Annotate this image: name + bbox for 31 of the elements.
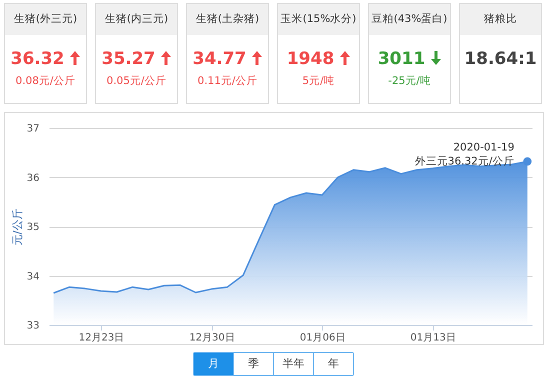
- text: 季: [233, 353, 273, 375]
- text: 半年: [273, 353, 313, 375]
- text: 0.11元/公斤: [196, 74, 258, 88]
- x-tick-label: 12月23日: [78, 332, 124, 344]
- y-tick-label: 33: [26, 320, 40, 332]
- text: 34.77: [192, 49, 246, 69]
- text: -25元/吨: [387, 74, 432, 88]
- x-tick-label: 01月06日: [300, 332, 346, 344]
- text: 月: [194, 353, 233, 375]
- text: 0.05元/公斤: [106, 74, 168, 88]
- y-axis-title: 元/公斤: [10, 208, 24, 246]
- y-tick-label: 36: [26, 172, 40, 184]
- text: 年: [313, 353, 353, 375]
- x-tick-label: 12月30日: [189, 332, 235, 344]
- text: 36.32: [10, 49, 64, 69]
- category-label: 猪粮比: [460, 4, 541, 35]
- category-label: 豆粕(43%蛋白): [369, 4, 450, 35]
- text: 35.27: [102, 49, 156, 69]
- category-label: 生猪(内三元): [96, 4, 177, 35]
- text: 5元/吨: [301, 74, 336, 88]
- category-label: 生猪(外三元): [5, 4, 86, 35]
- text: 1948: [286, 49, 334, 69]
- y-tick-label: 34: [26, 271, 40, 282]
- text: 3011: [378, 49, 426, 69]
- category-label: 生猪(土杂猪): [187, 4, 268, 35]
- x-tick-label: 01月13日: [410, 332, 456, 344]
- text: 0.08元/公斤: [14, 74, 76, 88]
- text: 18.64:1: [464, 49, 537, 69]
- y-tick-label: 37: [26, 124, 40, 134]
- y-tick-label: 35: [26, 222, 40, 233]
- category-label: 玉米(15%水分): [278, 4, 359, 35]
